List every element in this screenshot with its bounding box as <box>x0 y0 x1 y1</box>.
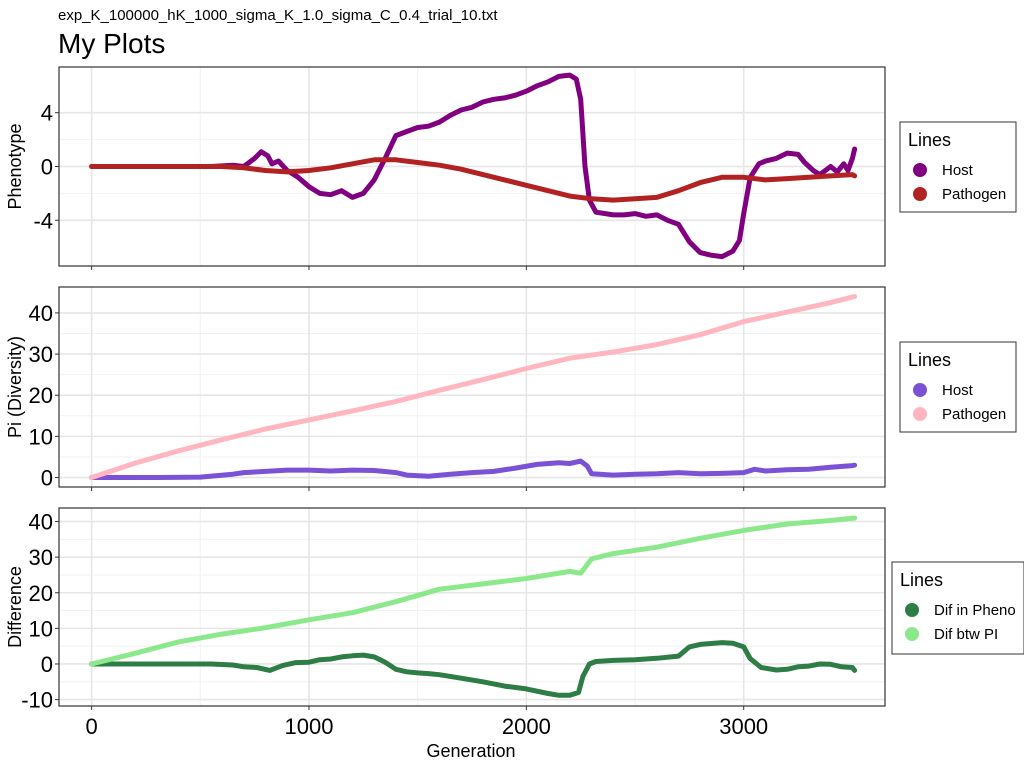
y-tick-label: 30 <box>29 342 53 367</box>
series-line-pathogen <box>89 157 858 203</box>
legend: Lines Host Pathogen <box>899 121 1017 213</box>
series-line-host <box>89 458 858 480</box>
y-tick-label: 0 <box>41 652 53 677</box>
y-tick-label: -4 <box>33 208 53 233</box>
legend-label: Pathogen <box>942 406 1006 423</box>
panel-border <box>58 66 886 267</box>
figure-title: My Plots <box>58 28 165 59</box>
panel-2: 40 30 20 10 0 Pi (Diversity) Lines Host Pathogen <box>5 286 1017 491</box>
series-line-dif-btw-pi <box>89 515 858 667</box>
y-tick-label: 20 <box>29 383 53 408</box>
y-tick-label: 10 <box>29 616 53 641</box>
legend-label: Host <box>942 382 974 399</box>
panel-3: 40 30 20 10 0 -10 Difference 0 1000 2000 3000 Lines… <box>5 507 1024 739</box>
y-tick-label: 30 <box>29 545 53 570</box>
y-tick-label: 0 <box>41 466 53 491</box>
y-tick-label: 40 <box>29 301 53 326</box>
legend-label: Dif in Pheno <box>934 602 1016 619</box>
y-tick-label: 20 <box>29 581 53 606</box>
legend-title: Lines <box>900 570 943 590</box>
series-line-host <box>89 72 858 260</box>
y-tick-label: 0 <box>41 155 53 180</box>
legend-key-host <box>913 163 927 177</box>
legend-key-pathogen <box>913 187 927 201</box>
x-tick-label: 0 <box>85 714 97 739</box>
y-tick-label: -10 <box>21 688 53 713</box>
legend-key-host <box>913 383 927 397</box>
y-axis-title: Pi (Diversity) <box>5 336 25 438</box>
x-tick-label: 2000 <box>502 714 551 739</box>
legend-key-dif-btw-pi <box>905 627 919 641</box>
x-tick-label: 3000 <box>719 714 768 739</box>
panel-border <box>58 507 886 707</box>
series-line-dif-in-pheno <box>89 640 858 698</box>
y-axis-title: Phenotype <box>5 123 25 209</box>
legend: Lines Dif in Pheno Dif btw PI <box>891 561 1024 655</box>
legend: Lines Host Pathogen <box>899 341 1017 433</box>
legend-label: Host <box>942 162 974 179</box>
y-axis-title: Difference <box>5 566 25 648</box>
plot-background <box>59 508 885 706</box>
legend-label: Dif btw PI <box>934 626 998 643</box>
panel-border <box>58 286 886 488</box>
panel-1: 4 0 -4 Phenotype Lines Host Pathogen <box>5 66 1017 270</box>
legend-label: Pathogen <box>942 186 1006 203</box>
series-line-pathogen <box>89 294 858 480</box>
legend-key-dif-in-pheno <box>905 603 919 617</box>
legend-title: Lines <box>908 350 951 370</box>
x-tick-label: 1000 <box>284 714 333 739</box>
legend-key-pathogen <box>913 407 927 421</box>
y-tick-label: 10 <box>29 424 53 449</box>
y-tick-label: 40 <box>29 510 53 535</box>
y-tick-label: 4 <box>41 101 53 126</box>
x-axis-title: Generation <box>426 741 515 761</box>
legend-title: Lines <box>908 130 951 150</box>
filename-label: exp_K_100000_hK_1000_sigma_K_1.0_sigma_C… <box>58 7 498 24</box>
